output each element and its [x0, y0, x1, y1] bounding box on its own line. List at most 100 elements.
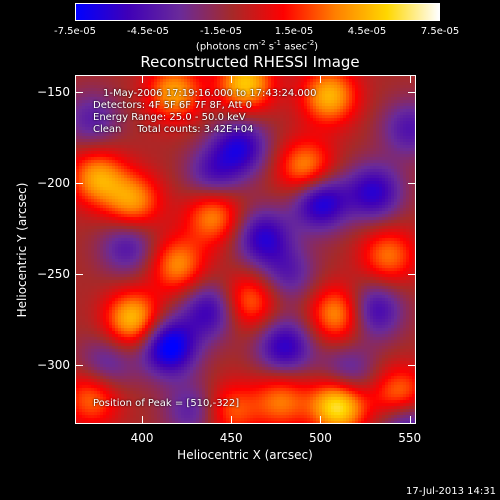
heatmap-cell — [121, 142, 124, 145]
heatmap-cell — [268, 151, 271, 154]
heatmap-cell — [289, 94, 292, 97]
heatmap-cell — [163, 109, 166, 112]
heatmap-cell — [292, 118, 295, 121]
heatmap-cell — [91, 202, 94, 205]
heatmap-cell — [94, 91, 97, 94]
heatmap-cell — [100, 82, 103, 85]
heatmap-cell — [124, 106, 127, 109]
heatmap-cell — [283, 121, 286, 124]
heatmap-cell — [355, 193, 358, 196]
heatmap-cell — [364, 100, 367, 103]
heatmap-cell — [202, 100, 205, 103]
heatmap-cell — [151, 151, 154, 154]
heatmap-cell — [274, 151, 277, 154]
heatmap-cell — [391, 88, 394, 91]
heatmap-cell — [403, 148, 406, 151]
heatmap-cell — [403, 163, 406, 166]
heatmap-cell — [145, 154, 148, 157]
heatmap-cell — [409, 130, 412, 133]
heatmap-cell — [79, 175, 82, 178]
heatmap-cell — [397, 205, 400, 208]
heatmap-cell — [277, 139, 280, 142]
heatmap-cell — [82, 94, 85, 97]
heatmap-cell — [112, 154, 115, 157]
heatmap-cell — [361, 148, 364, 151]
heatmap-cell — [307, 199, 310, 202]
heatmap-cell — [364, 193, 367, 196]
heatmap-cell — [106, 112, 109, 115]
heatmap-cell — [232, 94, 235, 97]
heatmap-cell — [190, 205, 193, 208]
heatmap-cell — [133, 145, 136, 148]
heatmap-cell — [88, 85, 91, 88]
heatmap-cell — [310, 163, 313, 166]
heatmap-cell — [100, 109, 103, 112]
heatmap-cell — [142, 202, 145, 205]
heatmap-cell — [148, 196, 151, 199]
heatmap-cell — [118, 109, 121, 112]
heatmap-cell — [148, 82, 151, 85]
heatmap-cell — [370, 166, 373, 169]
heatmap-cell — [403, 175, 406, 178]
heatmap-cell — [154, 166, 157, 169]
heatmap-cell — [232, 88, 235, 91]
heatmap-cell — [118, 187, 121, 190]
heatmap-cell — [349, 148, 352, 151]
heatmap-cell — [112, 208, 115, 211]
heatmap-cell — [331, 88, 334, 91]
heatmap-cell — [133, 100, 136, 103]
heatmap-cell — [373, 181, 376, 184]
heatmap-cell — [124, 160, 127, 163]
heatmap-cell — [100, 76, 103, 79]
heatmap-cell — [397, 142, 400, 145]
heatmap-cell — [301, 79, 304, 82]
heatmap-cell — [214, 157, 217, 160]
heatmap-cell — [175, 199, 178, 202]
heatmap-cell — [226, 166, 229, 169]
heatmap-cell — [247, 85, 250, 88]
heatmap-cell — [295, 100, 298, 103]
heatmap-cell — [112, 103, 115, 106]
heatmap-cell — [196, 109, 199, 112]
heatmap-cell — [355, 79, 358, 82]
heatmap-cell — [226, 157, 229, 160]
heatmap-cell — [127, 82, 130, 85]
heatmap-cell — [133, 175, 136, 178]
heatmap-cell — [235, 151, 238, 154]
heatmap-cell — [391, 106, 394, 109]
heatmap-cell — [349, 109, 352, 112]
heatmap-cell — [268, 82, 271, 85]
heatmap-cell — [340, 112, 343, 115]
heatmap-cell — [286, 121, 289, 124]
heatmap-cell — [205, 175, 208, 178]
heatmap-cell — [409, 82, 412, 85]
heatmap-cell — [292, 91, 295, 94]
heatmap-cell — [391, 181, 394, 184]
heatmap-cell — [385, 157, 388, 160]
heatmap-cell — [385, 82, 388, 85]
heatmap-cell — [412, 202, 415, 205]
heatmap-cell — [103, 187, 106, 190]
heatmap-cell — [130, 97, 133, 100]
heatmap-cell — [319, 193, 322, 196]
heatmap-cell — [148, 151, 151, 154]
heatmap-cell — [190, 163, 193, 166]
heatmap-cell — [241, 181, 244, 184]
heatmap-cell — [88, 82, 91, 85]
heatmap-cell — [382, 205, 385, 208]
heatmap-cell — [106, 85, 109, 88]
heatmap-cell — [163, 106, 166, 109]
heatmap-cell — [268, 142, 271, 145]
heatmap-cell — [289, 112, 292, 115]
heatmap-cell — [331, 175, 334, 178]
heatmap-cell — [79, 172, 82, 175]
heatmap-cell — [397, 121, 400, 124]
heatmap-cell — [256, 100, 259, 103]
heatmap-cell — [370, 169, 373, 172]
heatmap-cell — [289, 151, 292, 154]
heatmap-cell — [130, 124, 133, 127]
heatmap-cell — [283, 109, 286, 112]
heatmap-cell — [409, 157, 412, 160]
heatmap-cell — [187, 124, 190, 127]
heatmap-cell — [265, 91, 268, 94]
